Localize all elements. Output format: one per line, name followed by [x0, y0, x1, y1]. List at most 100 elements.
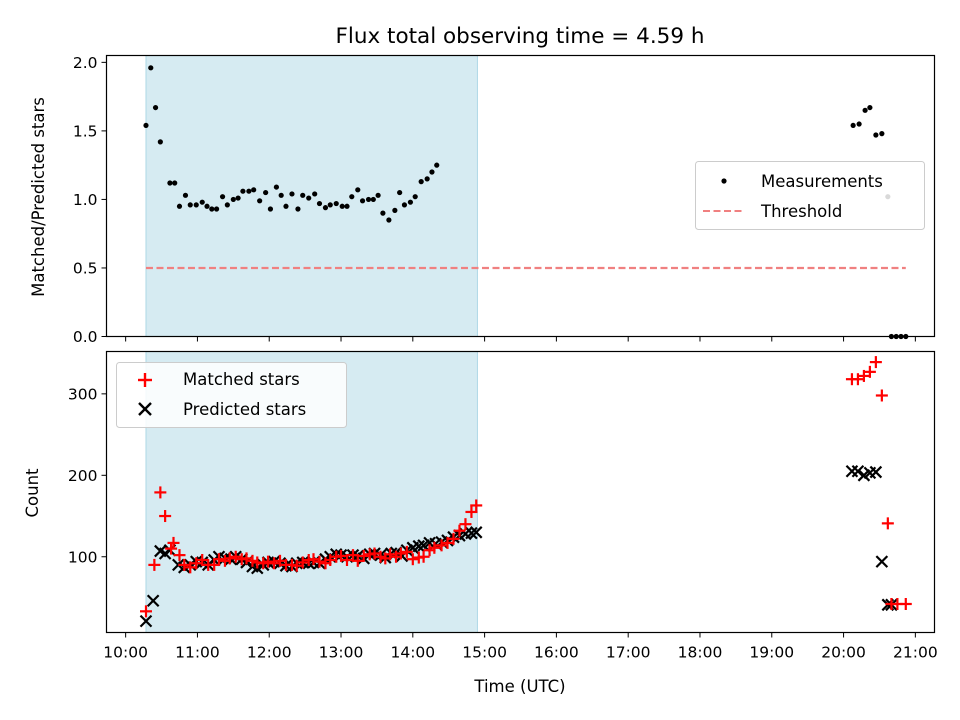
matched-point-2 [154, 486, 167, 499]
matched-point-55 [447, 532, 460, 545]
measurement-point-1 [148, 65, 154, 71]
measurement-point-51 [418, 179, 424, 185]
measurement-point-15 [224, 202, 230, 208]
predicted-point-60 [851, 464, 865, 478]
top-legend-box [695, 161, 925, 230]
bottom-axis-ticks: 10:00 11:00 12:00 13:00 14:00 15:00 16:00 17:00… [68, 385, 938, 661]
matched-point-31 [313, 555, 326, 568]
matched-point-15 [223, 552, 236, 565]
top-y-tick-label-1: 0.5 [73, 259, 98, 277]
measurement-point-8 [187, 202, 193, 208]
x-tick-label-7: 17:00 [606, 644, 651, 662]
matched-stars-points [139, 356, 912, 618]
predicted-point-57 [465, 526, 478, 540]
measurement-point-31 [312, 191, 318, 197]
measurement-point-33 [322, 205, 329, 211]
measurement-point-43 [375, 192, 381, 198]
top-y-tick-label-0: 0.0 [73, 328, 98, 346]
predicted-point-63 [869, 465, 883, 479]
matched-point-39 [357, 549, 370, 562]
measurement-point-27 [289, 191, 295, 197]
measurement-point-53 [429, 169, 435, 175]
measurement-point-19 [246, 188, 252, 194]
x-tick-label-0: 10:00 [103, 644, 148, 662]
predicted-point-48 [412, 539, 426, 553]
matched-point-30 [307, 553, 320, 566]
measurements-points [143, 65, 909, 340]
matched-point-44 [384, 548, 397, 561]
measurement-point-7 [182, 192, 189, 198]
matched-point-18 [240, 552, 253, 565]
measurement-point-5 [172, 180, 178, 186]
top-axis-ticks: 0.0 0.5 1.0 1.5 2.0 [73, 54, 916, 346]
top-observing-window-shade [145, 55, 478, 337]
matched-point-53 [435, 539, 448, 552]
matched-point-63 [863, 365, 876, 378]
x-tick-label-3: 13:00 [319, 644, 364, 662]
bottom-y-tick-label-2: 300 [68, 385, 98, 403]
measurement-point-47 [397, 189, 403, 196]
x-tick-label-9: 19:00 [749, 644, 794, 662]
bottom-legend-box [116, 362, 347, 428]
matched-point-66 [881, 517, 894, 530]
measurement-point-26 [283, 203, 289, 209]
matched-point-65 [875, 389, 888, 402]
bottom-legend: Matched stars Predicted stars [116, 362, 347, 428]
bottom-y-axis-label: Count [23, 468, 42, 518]
measurement-point-39 [355, 187, 361, 193]
matched-point-56 [453, 524, 466, 537]
matched-point-69 [899, 597, 912, 610]
matched-point-59 [470, 499, 483, 512]
measurement-point-21 [257, 198, 263, 204]
x-tick-label-2: 12:00 [247, 644, 292, 662]
measurement-point-24 [273, 184, 280, 190]
measurement-point-48 [401, 202, 408, 208]
measurement-point-30 [306, 195, 312, 201]
measurement-point-60 [879, 131, 885, 137]
measurement-point-32 [316, 200, 323, 207]
x-tick-label-11: 21:00 [893, 644, 938, 662]
matched-point-57 [459, 518, 472, 531]
matched-point-22 [262, 555, 275, 568]
matched-point-47 [400, 545, 413, 558]
measurement-point-25 [278, 192, 284, 198]
measurement-point-38 [349, 194, 355, 200]
measurement-point-2 [152, 104, 159, 111]
x-tick-label-8: 18:00 [678, 644, 723, 662]
measurement-point-58 [867, 104, 873, 111]
measurement-point-28 [295, 206, 301, 212]
measurement-point-14 [219, 194, 226, 200]
measurement-point-42 [370, 196, 376, 203]
matched-point-64 [869, 356, 882, 369]
measurement-point-35 [333, 200, 339, 207]
measurement-point-23 [267, 206, 274, 212]
matched-point-5 [167, 536, 180, 549]
matched-point-13 [212, 553, 225, 566]
measurement-point-52 [424, 176, 430, 182]
measurement-point-34 [327, 202, 333, 208]
measurement-point-16 [230, 196, 236, 203]
legend-threshold-label: Threshold [760, 202, 842, 221]
measurement-point-12 [209, 206, 215, 212]
legend-predicted-label: Predicted stars [183, 400, 306, 419]
measurement-point-29 [300, 192, 306, 198]
matched-point-16 [229, 550, 242, 563]
predicted-point-58 [469, 526, 483, 539]
measurement-point-55 [850, 122, 856, 129]
matched-point-28 [296, 556, 309, 569]
measurement-point-46 [392, 207, 398, 213]
matched-point-0 [139, 605, 152, 618]
matched-point-46 [394, 547, 407, 560]
legend-matched-marker [138, 373, 152, 387]
measurement-point-0 [143, 122, 149, 129]
x-tick-label-6: 16:00 [534, 644, 579, 662]
legend-matched-label: Matched stars [183, 370, 300, 389]
measurement-point-54 [434, 162, 440, 168]
predicted-point-1 [146, 594, 160, 608]
measurement-point-4 [167, 180, 173, 186]
bottom-y-tick-label-1: 200 [68, 467, 98, 485]
measurement-point-18 [240, 188, 246, 194]
bottom-panel: 10:00 11:00 12:00 13:00 14:00 15:00 16:00 17:00… [23, 350, 938, 696]
matched-point-23 [268, 557, 281, 570]
